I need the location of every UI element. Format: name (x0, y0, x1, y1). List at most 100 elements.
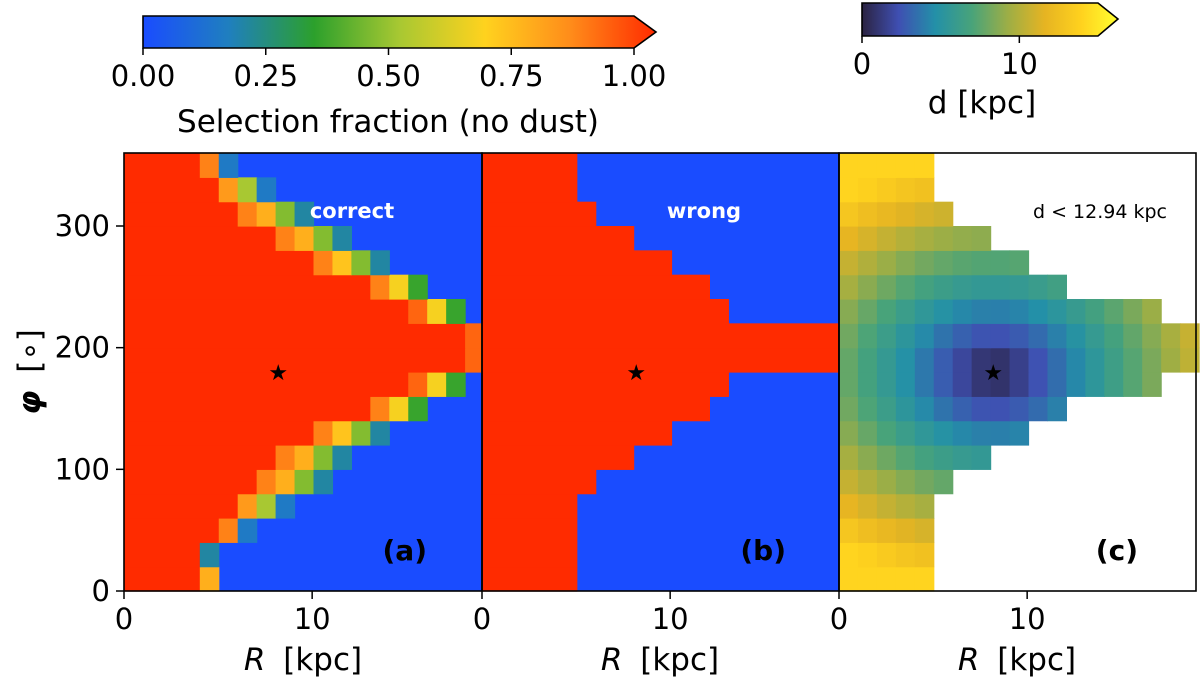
cell-distance-c (876, 420, 897, 446)
cell-selected-b (482, 274, 710, 300)
cell-distance-c (895, 445, 916, 470)
x-axis-unit-c: [kpc] (997, 642, 1076, 678)
cell-distance-c (1066, 299, 1086, 324)
cell-distance-c (839, 518, 859, 543)
cell-distance-c (914, 347, 935, 373)
cell-distance-c (1104, 372, 1124, 397)
cell-transition-a (465, 323, 485, 349)
cell-distance-c (839, 274, 859, 300)
cell-distance-c (952, 250, 973, 276)
cell-distance-c (895, 226, 916, 251)
cell-distance-c (839, 226, 859, 251)
cell-selected-b (482, 493, 578, 519)
cell-distance-c (933, 274, 954, 300)
cell-selected-a (124, 566, 201, 592)
heatmap-cells-a (124, 153, 485, 592)
cell-selected-b (482, 177, 578, 203)
cell-distance-c (876, 493, 897, 519)
cell-distance-c (1180, 347, 1200, 373)
cell-transition-a (313, 420, 334, 446)
cell-distance-c (971, 372, 992, 397)
colorbar-distance-body (861, 2, 1120, 37)
cell-distance-c (876, 323, 897, 349)
cell-distance-c (857, 518, 878, 543)
cell-transition-a (256, 493, 277, 519)
cell-transition-a (313, 250, 334, 276)
cell-distance-c (876, 396, 897, 422)
cell-selected-a (124, 153, 201, 178)
cell-transition-a (370, 274, 390, 300)
y-tick-label: 200 (55, 331, 110, 365)
x-axis-symbol-b: R (601, 642, 623, 678)
cell-distance-c (839, 372, 859, 397)
cell-distance-c (1047, 396, 1067, 422)
cell-distance-c (952, 396, 973, 422)
cell-distance-c (1123, 347, 1143, 373)
cell-transition-a (332, 250, 352, 276)
cell-distance-c (876, 445, 897, 470)
cell-distance-c (876, 542, 897, 568)
cell-distance-c (952, 226, 973, 251)
cell-distance-c (857, 542, 878, 568)
cell-distance-c (971, 445, 992, 470)
cell-distance-c (1028, 372, 1049, 397)
heatmap-cells-c (839, 153, 1200, 592)
cell-distance-c (1047, 323, 1067, 349)
cell-distance-c (971, 420, 992, 446)
cell-distance-c (1066, 372, 1086, 397)
cell-distance-c (952, 420, 973, 446)
cell-transition-a (427, 299, 447, 324)
cell-transition-a (370, 396, 390, 422)
cell-selected-b (482, 250, 673, 276)
cell-distance-c (895, 493, 916, 519)
cell-distance-c (1047, 347, 1067, 373)
x-tick-label: 10 (652, 602, 689, 636)
colorbar-distance-tick-label: 10 (1001, 47, 1038, 81)
cell-transition-a (370, 420, 390, 446)
cell-distance-c (895, 299, 916, 324)
cell-transition-a (332, 226, 352, 251)
cell-distance-c (857, 420, 878, 446)
cell-distance-c (933, 420, 954, 446)
cell-distance-c (990, 299, 1011, 324)
cell-distance-c (895, 201, 916, 227)
cell-selected-a (124, 542, 201, 568)
cell-distance-c (933, 372, 954, 397)
cell-selected-a (124, 177, 220, 203)
cell-distance-c (933, 226, 954, 251)
cell-distance-c (857, 566, 878, 592)
panel-c-frame (838, 152, 1197, 592)
cell-distance-c (1104, 299, 1124, 324)
cell-transition-a (256, 177, 277, 203)
x-tick-label: 0 (830, 602, 848, 636)
cell-distance-c (839, 566, 859, 592)
cell-selected-a (124, 372, 409, 397)
cell-distance-c (876, 250, 897, 276)
sun-marker-c: ★ (983, 361, 1003, 386)
cell-distance-c (971, 323, 992, 349)
cell-selected-b (482, 323, 841, 349)
cell-transition-a (313, 445, 334, 470)
cell-distance-c (1009, 396, 1030, 422)
cell-selected-b (482, 518, 578, 543)
colorbar-distance-label: d [kpc] (928, 85, 1036, 121)
cell-distance-c (895, 396, 916, 422)
cell-distance-c (952, 323, 973, 349)
cell-distance-c (914, 469, 935, 495)
cell-transition-a (199, 153, 220, 178)
cell-distance-c (876, 299, 897, 324)
cell-distance-c (914, 420, 935, 446)
cell-distance-c (839, 469, 859, 495)
cell-transition-a (389, 396, 409, 422)
panel-a-label: (a) (383, 534, 428, 567)
cell-distance-c (895, 518, 916, 543)
cell-selected-b (482, 396, 710, 422)
cell-selected-b (482, 347, 841, 373)
cell-transition-a (256, 201, 277, 227)
cell-selected-b (482, 201, 597, 227)
cell-transition-a (408, 396, 428, 422)
cell-selected-b (482, 445, 635, 470)
y-axis-symbol: φ (12, 391, 48, 415)
cell-transition-a (275, 201, 296, 227)
